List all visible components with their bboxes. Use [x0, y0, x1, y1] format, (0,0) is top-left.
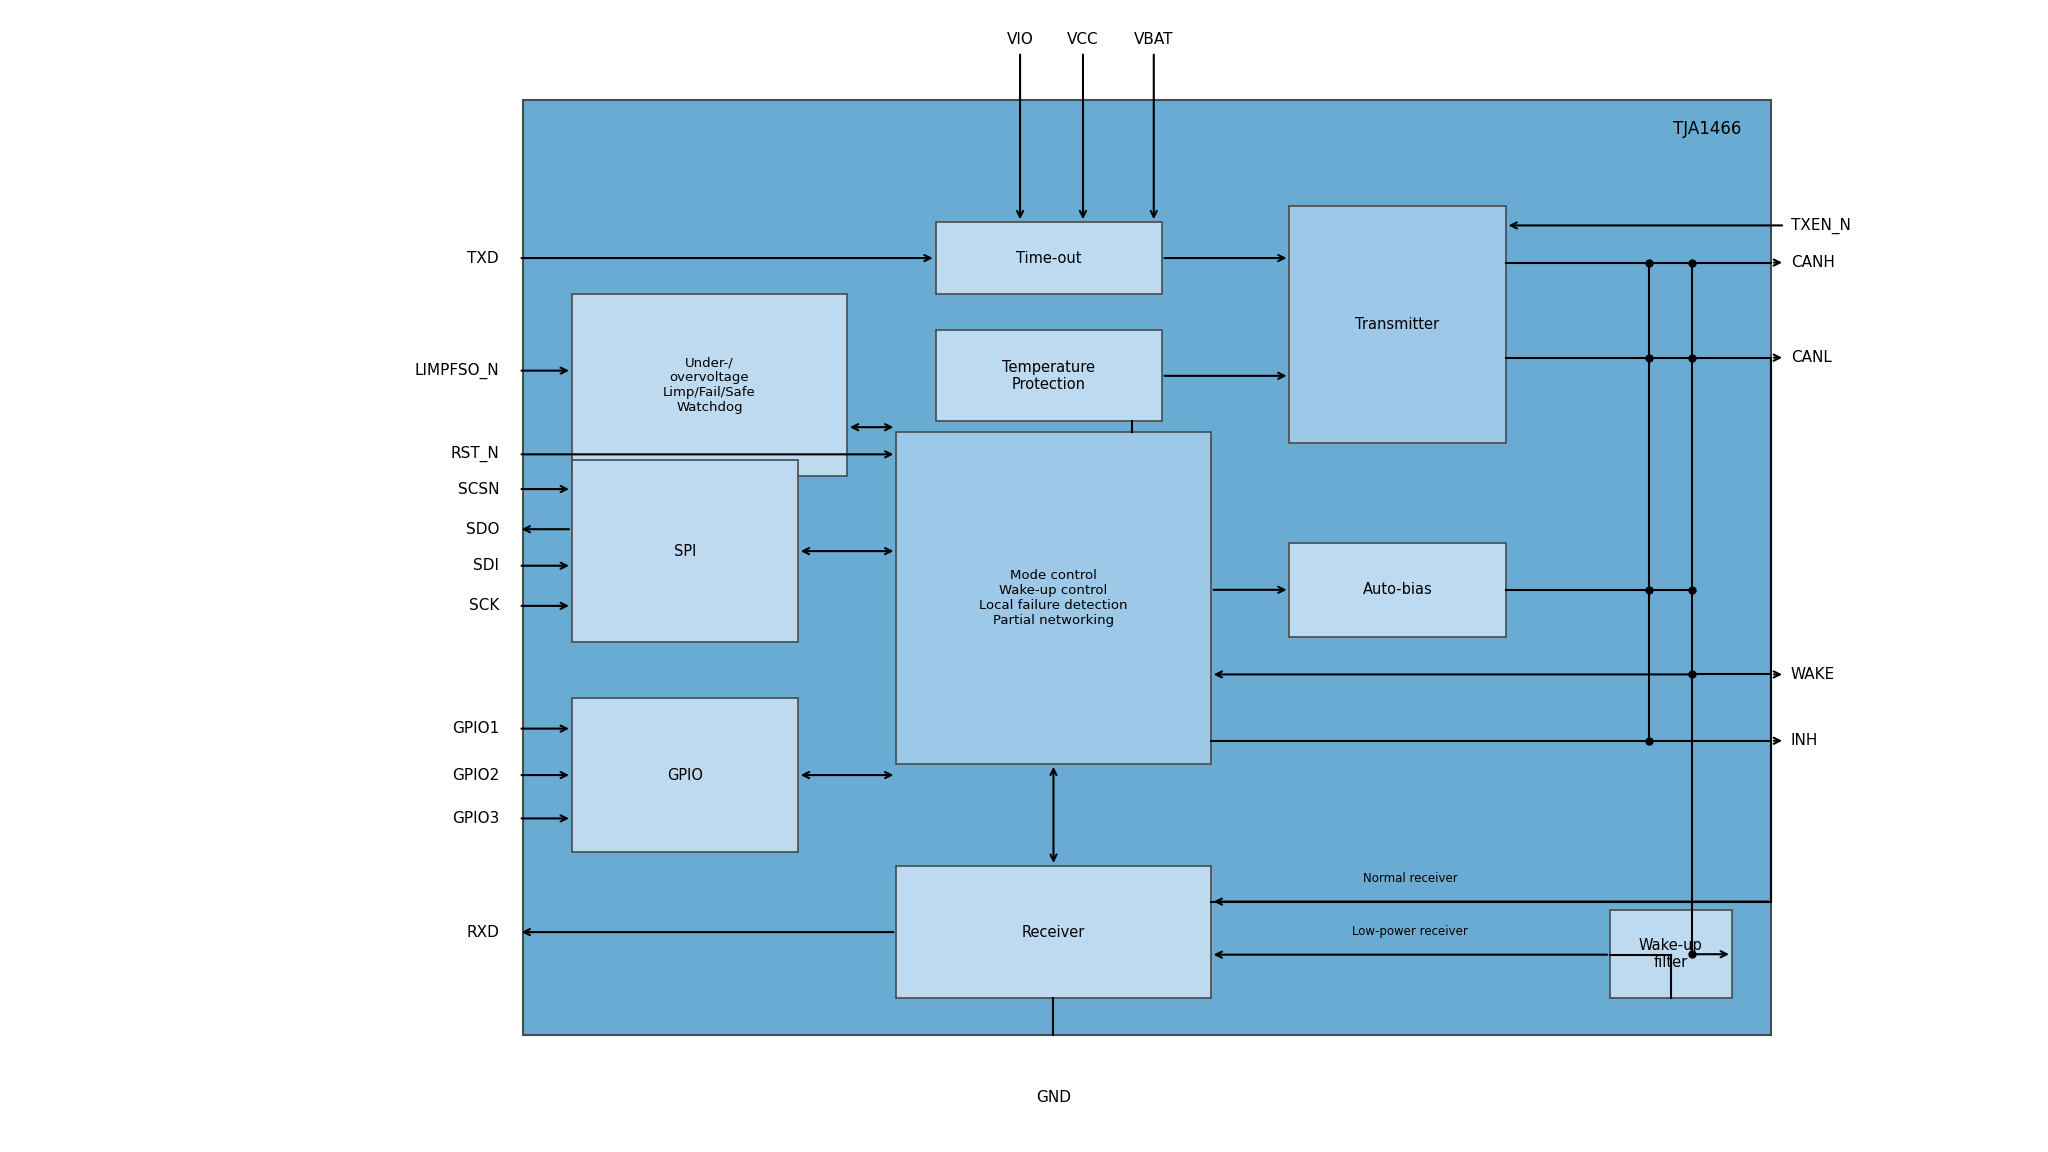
Text: INH: INH	[1790, 734, 1819, 749]
Text: Temperature
Protection: Temperature Protection	[1001, 359, 1096, 392]
Text: TXD: TXD	[467, 250, 500, 266]
Text: RST_N: RST_N	[451, 446, 500, 462]
Text: CANL: CANL	[1790, 350, 1831, 365]
Text: Transmitter: Transmitter	[1356, 317, 1440, 332]
Text: SCK: SCK	[469, 598, 500, 613]
Text: Normal receiver: Normal receiver	[1364, 872, 1458, 885]
Text: SDO: SDO	[465, 522, 500, 537]
Text: SDI: SDI	[473, 559, 500, 574]
Bar	[936, 331, 1161, 422]
Text: GND: GND	[1036, 1090, 1071, 1105]
Text: TXEN_N: TXEN_N	[1790, 218, 1851, 234]
Text: GPIO2: GPIO2	[453, 767, 500, 782]
Text: GPIO1: GPIO1	[453, 721, 500, 736]
Text: GPIO3: GPIO3	[453, 811, 500, 826]
Text: VCC: VCC	[1067, 32, 1100, 47]
Bar	[571, 294, 848, 477]
Text: WAKE: WAKE	[1790, 667, 1835, 682]
Text: Wake-up
filter: Wake-up filter	[1638, 938, 1702, 970]
Text: Under-/
overvoltage
Limp/Fail/Safe
Watchdog: Under-/ overvoltage Limp/Fail/Safe Watch…	[664, 356, 756, 415]
Bar	[571, 698, 799, 852]
Bar	[897, 432, 1210, 764]
Text: LIMPFSO_N: LIMPFSO_N	[414, 363, 500, 379]
Text: Mode control
Wake-up control
Local failure detection
Partial networking: Mode control Wake-up control Local failu…	[979, 569, 1128, 627]
Bar	[1290, 543, 1505, 637]
Text: Receiver: Receiver	[1022, 925, 1085, 940]
Bar	[897, 866, 1210, 999]
Bar	[1610, 910, 1733, 999]
Text: SPI: SPI	[674, 544, 696, 559]
Text: Low-power receiver: Low-power receiver	[1352, 925, 1468, 938]
Bar	[522, 100, 1772, 1034]
Text: SCSN: SCSN	[457, 482, 500, 497]
Text: VIO: VIO	[1008, 32, 1034, 47]
Text: VBAT: VBAT	[1135, 32, 1174, 47]
Bar	[936, 222, 1161, 294]
Text: Time-out: Time-out	[1016, 250, 1081, 266]
Text: TJA1466: TJA1466	[1673, 120, 1741, 138]
Text: CANH: CANH	[1790, 255, 1835, 270]
Text: RXD: RXD	[467, 925, 500, 940]
Text: GPIO: GPIO	[668, 767, 702, 782]
Text: Auto-bias: Auto-bias	[1362, 582, 1432, 598]
Bar	[1290, 205, 1505, 444]
Bar	[571, 460, 799, 643]
